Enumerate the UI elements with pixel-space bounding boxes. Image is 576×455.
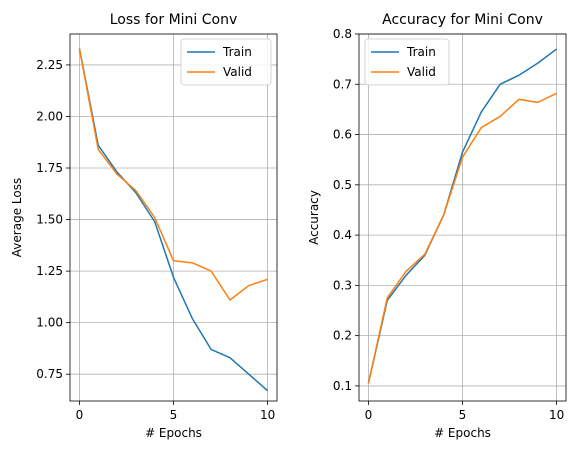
- y-tick-label: 0.3: [333, 278, 352, 292]
- x-tick-label: 0: [76, 408, 84, 422]
- x-tick-label: 5: [170, 408, 178, 422]
- x-axis-label: # Epochs: [434, 426, 491, 440]
- chart-loss: 0 5 10 0.75 1.00 1.25 1.50 1.75 2.00 2.25 Loss for…: [10, 12, 278, 440]
- series-line-train: [367, 48, 558, 384]
- y-tick-label: 0.1: [333, 379, 352, 393]
- y-tick-label: 0.6: [333, 128, 352, 142]
- y-tick-label: 0.2: [333, 329, 352, 343]
- x-tick-label: 10: [549, 408, 564, 422]
- legend-label-train: Train: [222, 45, 252, 59]
- y-tick-label: 0.8: [333, 27, 352, 41]
- y-tick-label: 0.7: [333, 77, 352, 91]
- legend: Train Valid: [180, 38, 272, 86]
- y-tick-label: 0.5: [333, 178, 352, 192]
- y-tick-label: 1.25: [36, 264, 63, 278]
- chart-title: Loss for Mini Conv: [110, 12, 238, 28]
- y-tick-label: 0.75: [36, 367, 63, 381]
- legend-label-valid: Valid: [407, 65, 436, 79]
- y-axis-label: Accuracy: [307, 190, 321, 245]
- x-tick-label: 5: [459, 408, 467, 422]
- legend-box: [180, 38, 272, 86]
- y-tick-label: 1.75: [36, 161, 63, 175]
- legend-box: [364, 38, 450, 86]
- chart-accuracy: 0 5 10 0.1 0.2 0.3 0.4 0.5 0.6 0.7 0.8 Accuracy for…: [307, 12, 567, 440]
- series-line-train: [78, 48, 269, 392]
- legend-label-valid: Valid: [223, 65, 252, 79]
- x-axis-label: # Epochs: [145, 426, 202, 440]
- y-tick-label: 1.50: [36, 213, 63, 227]
- y-axis-label: Average Loss: [10, 178, 24, 257]
- y-tick-label: 2.00: [36, 109, 63, 123]
- legend-label-train: Train: [406, 45, 436, 59]
- x-tick-label: 0: [365, 408, 373, 422]
- y-tick-label: 1.00: [36, 316, 63, 330]
- chart-title: Accuracy for Mini Conv: [382, 12, 543, 28]
- y-tick-label: 2.25: [36, 58, 63, 72]
- x-tick-label: 10: [260, 408, 275, 422]
- y-tick-label: 0.4: [333, 228, 352, 242]
- series-line-valid: [367, 92, 557, 384]
- legend: Train Valid: [364, 38, 450, 86]
- series-line-valid: [78, 48, 268, 301]
